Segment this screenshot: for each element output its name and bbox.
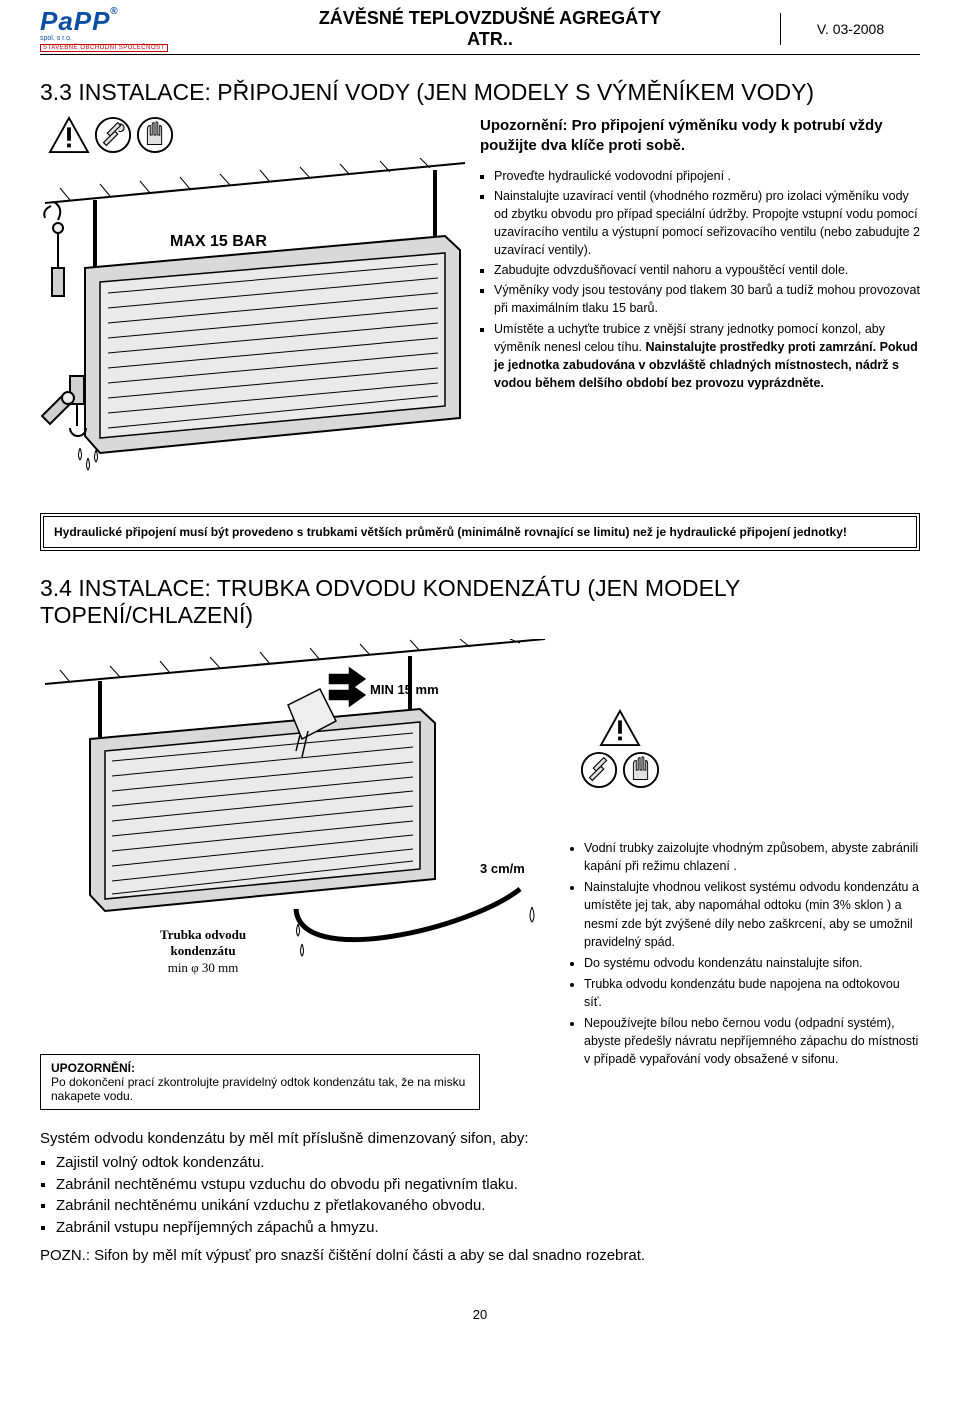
logo: PaPP® spol. s r.o. STAVEBNĚ OBCHODNÍ SPO… bbox=[40, 6, 200, 52]
sec34-r2: Nainstalujte vhodnou velikost systému od… bbox=[584, 878, 920, 951]
warning-icon bbox=[599, 709, 641, 747]
sec34-heading: 3.4 INSTALACE: TRUBKA ODVODU KONDENZÁTU … bbox=[40, 575, 920, 629]
sec34-bb3: Zabránil nechtěnému unikání vzduchu z př… bbox=[56, 1195, 920, 1217]
sec33-text: Upozornění: Pro připojení výměníku vody … bbox=[480, 116, 920, 394]
sec34-bottom-note: POZN.: Sifon by měl mít výpusť pro snazš… bbox=[40, 1245, 920, 1267]
wrench-icon bbox=[94, 116, 132, 154]
sec34-r1: Vodní trubky zaizolujte vhodným způsobem… bbox=[584, 839, 920, 875]
page-number: 20 bbox=[40, 1307, 920, 1322]
sec34-illustration: MIN 15 mm bbox=[40, 639, 550, 1110]
logo-word: PaPP bbox=[40, 6, 111, 36]
drain-tube-label: Trubka odvodu kondenzátu min φ 30 mm bbox=[160, 927, 246, 976]
warning-icon-row bbox=[48, 116, 470, 154]
callout-cap: UPOZORNĚNÍ: bbox=[51, 1061, 469, 1075]
sec34-r4: Trubka odvodu kondenzátu bude napojena n… bbox=[584, 975, 920, 1011]
max-label: MAX 15 BAR bbox=[170, 233, 267, 250]
sec33-notice: Upozornění: Pro připojení výměníku vody … bbox=[480, 116, 920, 157]
sec34-bb4: Zabránil vstupu nepříjemných zápachů a h… bbox=[56, 1217, 920, 1239]
sec34-bullets: Vodní trubky zaizolujte vhodným způsobem… bbox=[568, 839, 920, 1069]
sec34-bb2: Zabránil nechtěnému vstupu vzduchu do ob… bbox=[56, 1174, 920, 1196]
logo-strip: STAVEBNĚ OBCHODNÍ SPOLEČNOST bbox=[40, 44, 168, 52]
warning-icon bbox=[48, 116, 90, 154]
sec34-rhs: Vodní trubky zaizolujte vhodným způsobem… bbox=[568, 829, 920, 1072]
drain-l1: Trubka odvodu bbox=[160, 927, 246, 943]
page-header: PaPP® spol. s r.o. STAVEBNĚ OBCHODNÍ SPO… bbox=[40, 6, 920, 55]
sec34-r3: Do systému odvodu kondenzátu nainstalujt… bbox=[584, 954, 920, 972]
heater-diagram: MAX 15 BAR bbox=[40, 158, 470, 478]
drain-l2: kondenzátu bbox=[160, 943, 246, 959]
slope-label: 3 cm/m bbox=[480, 861, 525, 876]
sec33-illustration: MAX 15 BAR bbox=[40, 116, 470, 483]
header-version: V. 03-2008 bbox=[780, 13, 920, 45]
sec34-bottom-intro: Systém odvodu kondenzátu by měl mít přís… bbox=[40, 1128, 920, 1150]
sec33-bullets: Proveďte hydraulické vodovodní připojení… bbox=[480, 167, 920, 393]
logo-text: PaPP® bbox=[40, 6, 111, 37]
title-sub: ATR.. bbox=[204, 29, 776, 50]
sec33-b5: Umístěte a uchyťte trubice z vnější stra… bbox=[494, 320, 920, 393]
sec34-r5: Nepoužívejte bílou nebo černou vodu (odp… bbox=[584, 1014, 920, 1068]
sec34-bb1: Zajistil volný odtok kondenzátu. bbox=[56, 1152, 920, 1174]
gloves-icon bbox=[622, 751, 660, 789]
sec34-bottom: Systém odvodu kondenzátu by měl mít přís… bbox=[40, 1128, 920, 1267]
header-title: ZÁVĚSNÉ TEPLOVZDUŠNÉ AGREGÁTY ATR.. bbox=[200, 6, 780, 52]
sec33-b3: Zabudujte odvzdušňovací ventil nahoru a … bbox=[494, 261, 920, 279]
drain-l3: min φ 30 mm bbox=[160, 960, 246, 976]
sec33-boxed-note: Hydraulické připojení musí být provedeno… bbox=[40, 513, 920, 551]
sec33-heading: 3.3 INSTALACE: PŘIPOJENÍ VODY (JEN MODEL… bbox=[40, 79, 920, 106]
wrench-icon bbox=[580, 751, 618, 789]
sec33-b4: Výměníky vody jsou testovány pod tlakem … bbox=[494, 281, 920, 317]
gloves-icon bbox=[136, 116, 174, 154]
sec33-b2: Nainstalujte uzavírací ventil (vhodného … bbox=[494, 187, 920, 260]
sec33-b1: Proveďte hydraulické vodovodní připojení… bbox=[494, 167, 920, 185]
sec34-callout: UPOZORNĚNÍ: Po dokončení prací zkontrolu… bbox=[40, 1054, 480, 1110]
title-main: ZÁVĚSNÉ TEPLOVZDUŠNÉ AGREGÁTY bbox=[204, 8, 776, 29]
callout-text: Po dokončení prací zkontrolujte pravidel… bbox=[51, 1075, 469, 1103]
min-label: MIN 15 mm bbox=[370, 682, 439, 697]
